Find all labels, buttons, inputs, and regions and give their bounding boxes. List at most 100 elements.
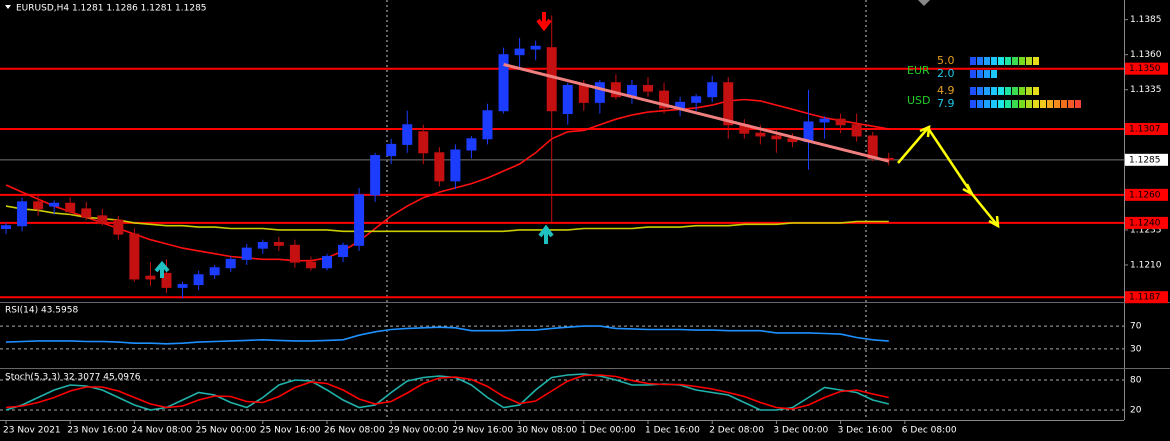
candle-body [434,152,445,182]
candle-body [659,90,670,109]
strength-block [1033,57,1039,65]
y-tick-label: 1.1235 [1130,225,1162,235]
y-tick-label: 70 [1130,322,1142,332]
level-label: 1.1187 [1129,293,1161,303]
candle-body [530,45,541,50]
strength-block [970,57,976,65]
strength-block [1005,100,1011,108]
level-label-box [1125,62,1168,75]
candle-body [305,261,316,269]
x-tick-label: 2 Dec 08:00 [709,426,764,436]
currency-name: USD [907,94,931,107]
strength-block [1026,57,1032,65]
forecast-arrowheads [919,124,1000,229]
x-tick-label: 25 Nov 16:00 [260,426,321,436]
level-label-box [1125,216,1168,229]
strength-block [1005,87,1011,95]
strength-block [1075,100,1081,108]
x-tick-label: 3 Dec 16:00 [838,426,893,436]
strength-block [1068,100,1074,108]
candle-body [755,132,766,137]
line-series [5,374,889,410]
buy-arrow [154,260,170,278]
candle-body [145,275,156,280]
y-tick-label: 1.1385 [1130,15,1162,25]
strength-block [977,70,983,78]
candle-body [273,242,284,246]
candle-body [241,247,252,260]
strength-block [1026,100,1032,108]
strength-block [998,57,1004,65]
overlay: EURUSD,H4 1.1281 1.1286 1.1281 1.1285 RS… [5,0,1000,383]
x-tick-label: 25 Nov 00:00 [196,426,257,436]
strength-block [991,87,997,95]
scroll-marker [918,0,930,6]
strength-block [977,57,983,65]
candle-body [803,121,814,143]
x-tick-label: 26 Nov 08:00 [324,426,385,436]
candle-body [354,194,365,246]
strength-block [1033,100,1039,108]
level-label-box [1125,122,1168,135]
strength-block [984,70,990,78]
forecast-path [897,125,999,227]
strength-block [977,100,983,108]
candle-body [723,82,734,126]
line-series [5,325,889,345]
y-tick-label: 20 [1130,406,1142,416]
candle-body [193,274,204,286]
strength-block [1005,57,1011,65]
strength-block [977,87,983,95]
level-label: 1.1307 [1129,124,1161,134]
candle-body [450,149,461,182]
candle-body [594,82,605,103]
x-tick-label: 29 Nov 00:00 [388,426,449,436]
strength-block [991,70,997,78]
currency-strength: EUR 5.02.0 USD 4.97.9 [907,54,1081,110]
candle-body [402,124,413,145]
x-tick-label: 1 Dec 00:00 [581,426,636,436]
strength-block [998,87,1004,95]
candle-body [161,272,172,288]
candle-body [610,82,621,98]
strength-block [1026,87,1032,95]
strength-block [1040,100,1046,108]
candle-body [338,244,349,258]
candle-body [819,118,830,123]
candle-body [177,284,188,288]
candle-body [113,219,124,235]
trend-line [503,63,890,163]
x-tick-label: 23 Nov 16:00 [67,426,128,436]
strength-block [1012,57,1018,65]
stoch-title: Stoch(5,3,3) 32.3077 45.0976 [5,373,141,383]
plot-area [0,15,1124,411]
level-label: 1.1350 [1129,64,1161,74]
x-tick-label: 30 Nov 08:00 [517,426,578,436]
x-tick-label: 6 Dec 08:00 [902,426,957,436]
candle-body [514,48,525,56]
candle-body [289,244,300,263]
candle-body [33,201,44,210]
x-tick-label: 1 Dec 16:00 [645,426,700,436]
strength-block [1019,57,1025,65]
strength-block [1019,100,1025,108]
candle-body [370,155,381,196]
candle-body [466,138,477,151]
strength-block [1019,87,1025,95]
candle-body [81,208,92,218]
strength-block [998,100,1004,108]
candle-body [17,201,28,227]
candle-body [546,47,557,112]
strength-block [970,87,976,95]
strength-value: 7.9 [937,97,955,110]
strength-block [1012,100,1018,108]
strength-value: 4.9 [937,84,955,97]
strength-block [991,57,997,65]
strength-block [991,100,997,108]
y-tick-label: 1.1360 [1130,50,1162,60]
candle-body [129,233,140,280]
candle-body [1,225,11,230]
strength-block [1012,87,1018,95]
candle-body [707,82,718,98]
